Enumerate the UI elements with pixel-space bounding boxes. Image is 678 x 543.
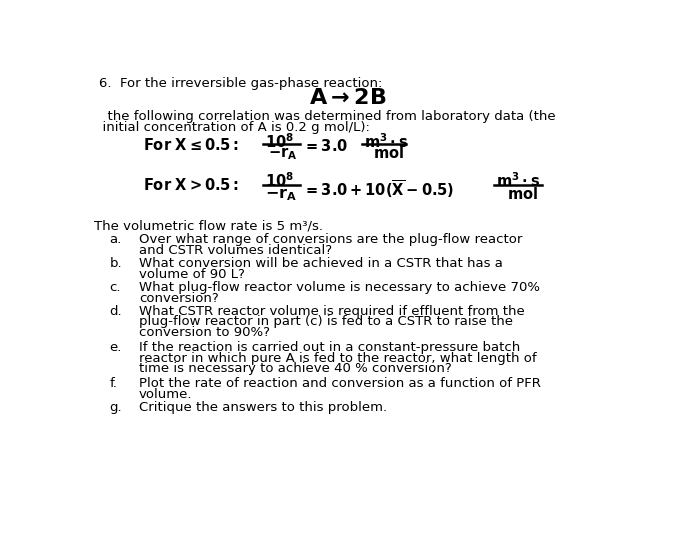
Text: initial concentration of A is 0.2 g mol/L):: initial concentration of A is 0.2 g mol/… [94, 121, 370, 134]
Text: What conversion will be achieved in a CSTR that has a: What conversion will be achieved in a CS… [139, 257, 503, 270]
Text: d.: d. [110, 305, 122, 318]
Text: $\mathbf{For\ X \leq 0.5:}$: $\mathbf{For\ X \leq 0.5:}$ [143, 137, 239, 153]
Text: The volumetric flow rate is 5 m³/s.: The volumetric flow rate is 5 m³/s. [94, 219, 323, 232]
Text: $\mathbf{A \rightarrow 2B}$: $\mathbf{A \rightarrow 2B}$ [308, 89, 386, 108]
Text: $\mathbf{10^8}$: $\mathbf{10^8}$ [264, 172, 294, 190]
Text: and CSTR volumes identical?: and CSTR volumes identical? [139, 244, 332, 257]
Text: plug-flow reactor in part (c) is fed to a CSTR to raise the: plug-flow reactor in part (c) is fed to … [139, 315, 513, 329]
Text: volume of 90 L?: volume of 90 L? [139, 268, 245, 281]
Text: a.: a. [110, 233, 122, 246]
Text: time is necessary to achieve 40 % conversion?: time is necessary to achieve 40 % conver… [139, 362, 452, 375]
Text: $\mathbf{m^3 \bullet s}$: $\mathbf{m^3 \bullet s}$ [496, 172, 540, 190]
Text: What CSTR reactor volume is required if effluent from the: What CSTR reactor volume is required if … [139, 305, 525, 318]
Text: $\mathbf{-r_A}$: $\mathbf{-r_A}$ [264, 186, 296, 203]
Text: Plot the rate of reaction and conversion as a function of PFR: Plot the rate of reaction and conversion… [139, 377, 541, 390]
Text: conversion to 90%?: conversion to 90%? [139, 326, 270, 339]
Text: Over what range of conversions are the plug-flow reactor: Over what range of conversions are the p… [139, 233, 522, 246]
Text: f.: f. [110, 377, 117, 390]
Text: e.: e. [110, 341, 122, 354]
Text: reactor in which pure A is fed to the reactor, what length of: reactor in which pure A is fed to the re… [139, 352, 536, 364]
Text: g.: g. [110, 401, 122, 414]
Text: If the reaction is carried out in a constant-pressure batch: If the reaction is carried out in a cons… [139, 341, 520, 354]
Text: conversion?: conversion? [139, 292, 219, 305]
Text: $\mathbf{mol}$: $\mathbf{mol}$ [507, 186, 538, 202]
Text: What plug-flow reactor volume is necessary to achieve 70%: What plug-flow reactor volume is necessa… [139, 281, 540, 294]
Text: Critique the answers to this problem.: Critique the answers to this problem. [139, 401, 387, 414]
Text: volume.: volume. [139, 388, 193, 401]
Text: $\mathbf{mol}$: $\mathbf{mol}$ [373, 145, 404, 161]
Text: $\mathbf{m^3 \bullet s}$: $\mathbf{m^3 \bullet s}$ [364, 132, 408, 151]
Text: $\mathbf{= 3.0 + 10(\overline{X} - 0.5)}$: $\mathbf{= 3.0 + 10(\overline{X} - 0.5)}… [303, 178, 455, 200]
Text: $\mathbf{-r_A}$: $\mathbf{-r_A}$ [268, 145, 298, 162]
Text: c.: c. [110, 281, 121, 294]
Text: b.: b. [110, 257, 122, 270]
Text: the following correlation was determined from laboratory data (the: the following correlation was determined… [99, 110, 555, 123]
Text: $\mathbf{= 3.0}$: $\mathbf{= 3.0}$ [303, 138, 348, 154]
Text: $\mathbf{For\ X > 0.5:}$: $\mathbf{For\ X > 0.5:}$ [143, 177, 239, 193]
Text: 6.  For the irreversible gas-phase reaction:: 6. For the irreversible gas-phase reacti… [99, 78, 382, 91]
Text: $\mathbf{10^8}$: $\mathbf{10^8}$ [264, 132, 294, 151]
